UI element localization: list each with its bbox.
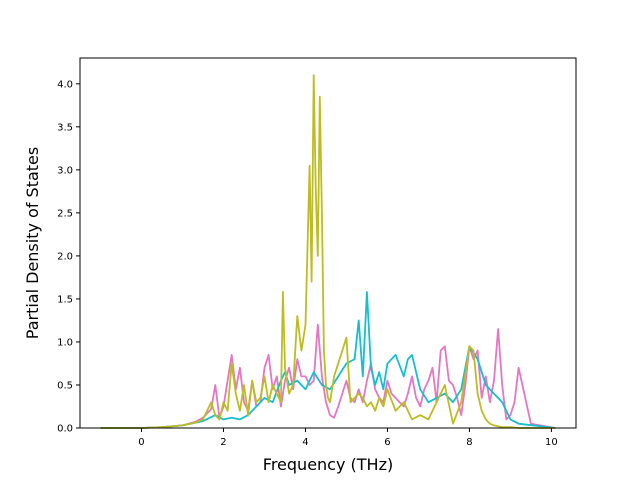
y-tick-label: 2.5 [57, 208, 73, 219]
x-axis-ticks: 0 2 4 6 8 10 [138, 428, 558, 448]
y-tick-label: 0.5 [57, 380, 73, 391]
y-tick-label: 1.0 [57, 337, 73, 348]
y-tick-label: 4.0 [57, 79, 73, 90]
y-axis-label: Partial Density of States [23, 147, 42, 339]
y-tick-label: 2.0 [57, 251, 73, 262]
x-tick-label: 4 [302, 437, 308, 448]
x-tick-label: 0 [138, 437, 144, 448]
x-tick-label: 6 [384, 437, 390, 448]
x-axis-label: Frequency (THz) [263, 455, 393, 474]
x-tick-label: 2 [220, 437, 226, 448]
y-tick-label: 3.0 [57, 165, 73, 176]
y-tick-label: 0.0 [57, 424, 73, 435]
y-axis-ticks: 0.0 0.5 1.0 1.5 2.0 2.5 3.0 3.5 4.0 [57, 79, 80, 435]
y-tick-label: 1.5 [57, 294, 73, 305]
plot-area [100, 74, 556, 429]
series-line-2 [100, 291, 556, 429]
series-line-3 [100, 74, 556, 429]
y-tick-label: 3.5 [57, 122, 73, 133]
axes-frame [79, 57, 577, 429]
x-tick-label: 8 [466, 437, 472, 448]
x-tick-label: 10 [545, 437, 558, 448]
